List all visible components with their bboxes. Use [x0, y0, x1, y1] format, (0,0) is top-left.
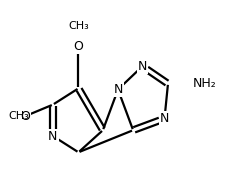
Text: N: N: [113, 83, 123, 96]
Text: N: N: [48, 129, 58, 142]
Text: N: N: [138, 60, 147, 73]
Text: O: O: [20, 110, 30, 123]
Text: CH₃: CH₃: [68, 21, 89, 31]
Text: O: O: [74, 40, 83, 53]
Text: CH₃: CH₃: [8, 111, 29, 121]
Text: NH₂: NH₂: [192, 77, 216, 90]
Text: N: N: [160, 112, 169, 125]
